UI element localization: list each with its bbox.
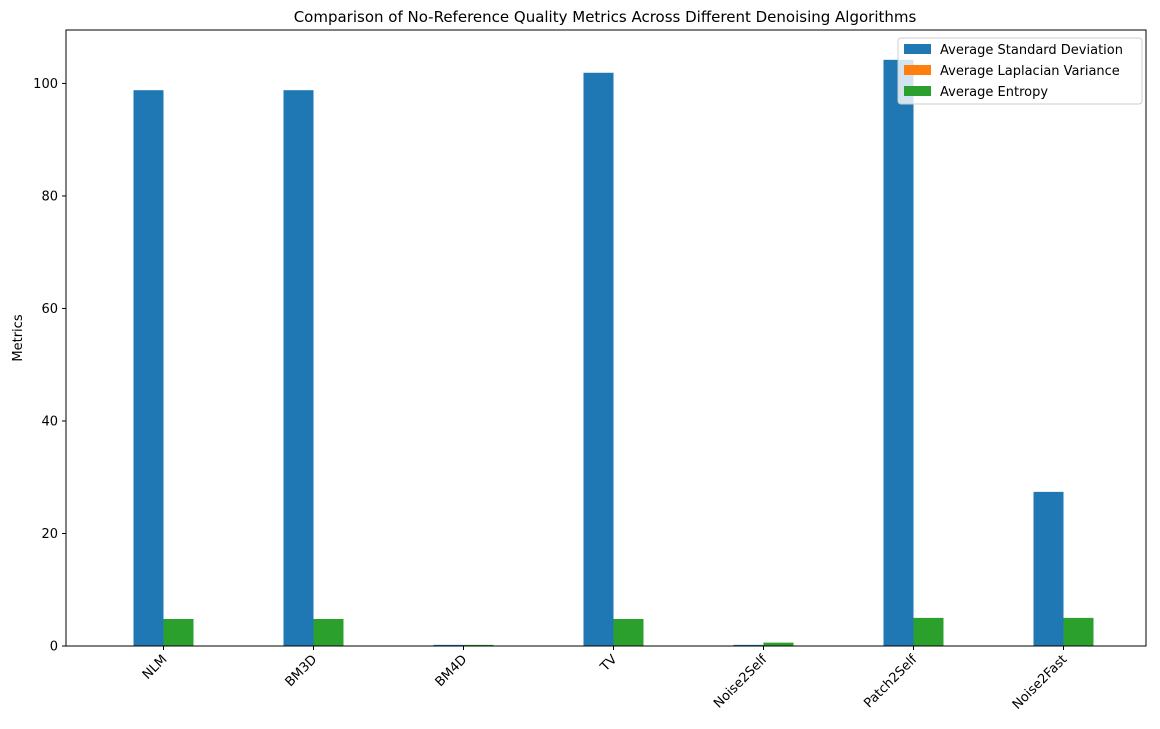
- y-tick-label: 0: [50, 640, 58, 655]
- x-tick-label: NLM: [140, 652, 171, 683]
- bar-bm3d-series-2: [313, 618, 344, 646]
- bar-patch2self-series-2: [913, 617, 944, 646]
- y-tick-label: 100: [33, 77, 58, 92]
- legend-swatch: [904, 65, 931, 75]
- bar-noise2fast-series-2: [1063, 617, 1094, 646]
- legend-swatch: [904, 44, 931, 54]
- bars-layer: [133, 59, 1094, 647]
- x-tick-label: TV: [597, 652, 620, 675]
- y-tick-label: 60: [41, 302, 58, 317]
- bar-nlm-series-0: [133, 90, 164, 646]
- y-tick-label: 40: [41, 414, 58, 429]
- legend-label: Average Entropy: [940, 85, 1048, 100]
- y-tick-label: 80: [41, 189, 58, 204]
- y-axis-label: Metrics: [11, 314, 26, 361]
- plot-frame: [65, 29, 1147, 647]
- bar-patch2self-series-0: [883, 59, 914, 646]
- bar-noise2fast-series-0: [1033, 491, 1064, 646]
- bar-nlm-series-2: [163, 618, 194, 646]
- bar-bm4d-series-0: [433, 644, 464, 646]
- bar-noise2self-series-0: [733, 644, 764, 646]
- x-tick-label: BM3D: [283, 652, 321, 690]
- x-tick-label: Noise2Self: [711, 652, 771, 712]
- bar-noise2self-series-2: [763, 642, 794, 646]
- x-tick-label: BM4D: [433, 652, 471, 690]
- bar-bm3d-series-0: [283, 90, 314, 646]
- chart-title: Comparison of No-Reference Quality Metri…: [294, 8, 917, 26]
- legend: Average Standard Deviation Average Laplac…: [897, 37, 1143, 105]
- x-tick-label: Patch2Self: [861, 652, 920, 711]
- legend-swatch: [904, 86, 931, 96]
- legend-box: [897, 37, 1143, 105]
- bar-tv-series-2: [613, 618, 644, 646]
- bar-bm4d-series-2: [463, 644, 494, 646]
- legend-label: Average Standard Deviation: [940, 43, 1123, 58]
- legend-label: Average Laplacian Variance: [940, 64, 1120, 79]
- bar-tv-series-0: [583, 72, 614, 647]
- x-tick-label: Noise2Fast: [1010, 652, 1070, 712]
- y-tick-label: 20: [41, 527, 58, 542]
